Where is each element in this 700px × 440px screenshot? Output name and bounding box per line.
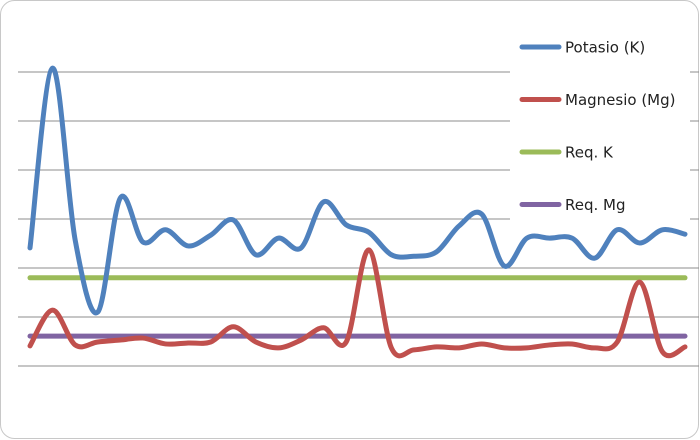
series-line <box>27 65 688 316</box>
legend-box <box>510 24 690 224</box>
legend: Potasio (K) Magnesio (Mg) Req. K Req. Mg <box>510 24 690 224</box>
legend-label: Potasio (K) <box>565 39 645 57</box>
lines <box>27 65 688 359</box>
legend-label: Magnesio (Mg) <box>565 91 676 109</box>
series-line <box>27 247 688 359</box>
legend-label: Req. K <box>565 144 614 162</box>
legend-label: Req. Mg <box>565 196 626 214</box>
